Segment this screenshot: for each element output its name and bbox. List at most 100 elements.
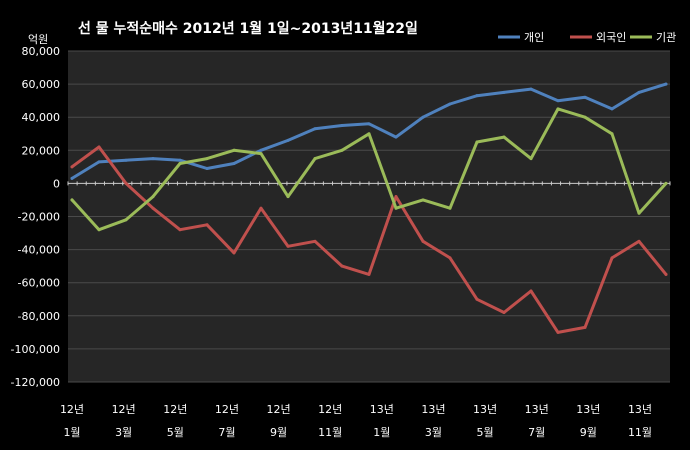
x-tick-label-month: 7월: [528, 426, 545, 439]
data-point: [259, 152, 263, 156]
x-tick-label-year: 12년: [163, 403, 187, 416]
data-point: [583, 95, 587, 99]
data-point: [421, 198, 425, 202]
data-point: [475, 297, 479, 301]
data-point: [70, 176, 74, 180]
x-tick-label-year: 13년: [525, 403, 549, 416]
x-tick-label-month: 3월: [115, 426, 132, 439]
y-tick-label: -40,000: [18, 244, 60, 257]
x-tick-label-month: 5월: [167, 426, 184, 439]
data-point: [205, 157, 209, 161]
data-point: [529, 289, 533, 293]
data-point: [664, 181, 668, 185]
data-point: [529, 157, 533, 161]
data-point: [97, 145, 101, 149]
data-point: [556, 99, 560, 103]
y-tick-label: 40,000: [22, 111, 61, 124]
data-point: [529, 87, 533, 91]
y-tick-label: -120,000: [11, 376, 60, 389]
x-tick-label-year: 13년: [370, 403, 394, 416]
series-lines: [70, 82, 668, 334]
x-tick-label-month: 1월: [373, 426, 390, 439]
x-tick-label-month: 1월: [63, 426, 80, 439]
x-tick-label-year: 12년: [318, 403, 342, 416]
data-point: [475, 94, 479, 98]
data-point: [178, 162, 182, 166]
data-point: [313, 239, 317, 243]
data-point: [448, 206, 452, 210]
data-point: [286, 138, 290, 142]
x-tick-label-month: 7월: [218, 426, 235, 439]
data-point: [610, 132, 614, 136]
data-point: [124, 181, 128, 185]
y-tick-label: -60,000: [18, 277, 60, 290]
data-point: [313, 157, 317, 161]
data-point: [259, 148, 263, 152]
data-point: [367, 132, 371, 136]
data-point: [151, 206, 155, 210]
data-point: [259, 206, 263, 210]
data-point: [151, 157, 155, 161]
data-point: [394, 135, 398, 139]
data-point: [421, 239, 425, 243]
data-point: [124, 158, 128, 162]
x-tick-label-month: 9월: [270, 426, 287, 439]
legend-label: 외국인: [596, 31, 626, 44]
data-point: [313, 127, 317, 131]
data-point: [583, 115, 587, 119]
data-point: [448, 256, 452, 260]
data-point: [205, 223, 209, 227]
data-point: [664, 82, 668, 86]
data-point: [232, 162, 236, 166]
y-axis-label: 억원: [28, 33, 48, 46]
y-tick-label: -20,000: [18, 211, 60, 224]
x-tick-label-month: 5월: [477, 426, 494, 439]
y-tick-label: -100,000: [11, 343, 60, 356]
legend-label: 기관: [656, 31, 676, 44]
labels: 선 물 누적순매수 2012년 1월 1일~2013년11월22일 억원 80,…: [11, 20, 653, 439]
data-point: [70, 165, 74, 169]
data-point: [70, 198, 74, 202]
y-tick-label: 60,000: [22, 78, 61, 91]
data-point: [502, 310, 506, 314]
data-point: [610, 256, 614, 260]
legend-label: 개인: [524, 31, 544, 44]
data-point: [286, 244, 290, 248]
data-point: [151, 195, 155, 199]
legend: 개인 외국인 기관: [498, 31, 676, 44]
data-point: [475, 140, 479, 144]
data-point: [556, 107, 560, 111]
data-point: [502, 90, 506, 94]
axes: [67, 181, 671, 186]
data-point: [232, 251, 236, 255]
x-tick-label-month: 11월: [628, 426, 652, 439]
data-point: [421, 115, 425, 119]
data-point: [205, 167, 209, 171]
data-point: [664, 272, 668, 276]
data-point: [340, 148, 344, 152]
x-tick-label-year: 12년: [60, 403, 84, 416]
grid-lines: [68, 50, 670, 383]
data-point: [124, 218, 128, 222]
data-point: [367, 122, 371, 126]
data-point: [610, 107, 614, 111]
data-point: [340, 264, 344, 268]
x-tick-label-month: 9월: [580, 426, 597, 439]
chart-title: 선 물 누적순매수 2012년 1월 1일~2013년11월22일: [78, 20, 418, 37]
data-point: [556, 330, 560, 334]
data-point: [448, 102, 452, 106]
data-point: [367, 272, 371, 276]
data-point: [178, 228, 182, 232]
y-tick-label: 0: [53, 177, 60, 190]
data-point: [583, 325, 587, 329]
data-point: [637, 239, 641, 243]
x-tick-label-year: 13년: [628, 403, 652, 416]
data-point: [178, 158, 182, 162]
data-point: [97, 228, 101, 232]
data-point: [502, 135, 506, 139]
x-tick-label-year: 13년: [576, 403, 600, 416]
y-tick-label: -80,000: [18, 310, 60, 323]
data-point: [394, 206, 398, 210]
